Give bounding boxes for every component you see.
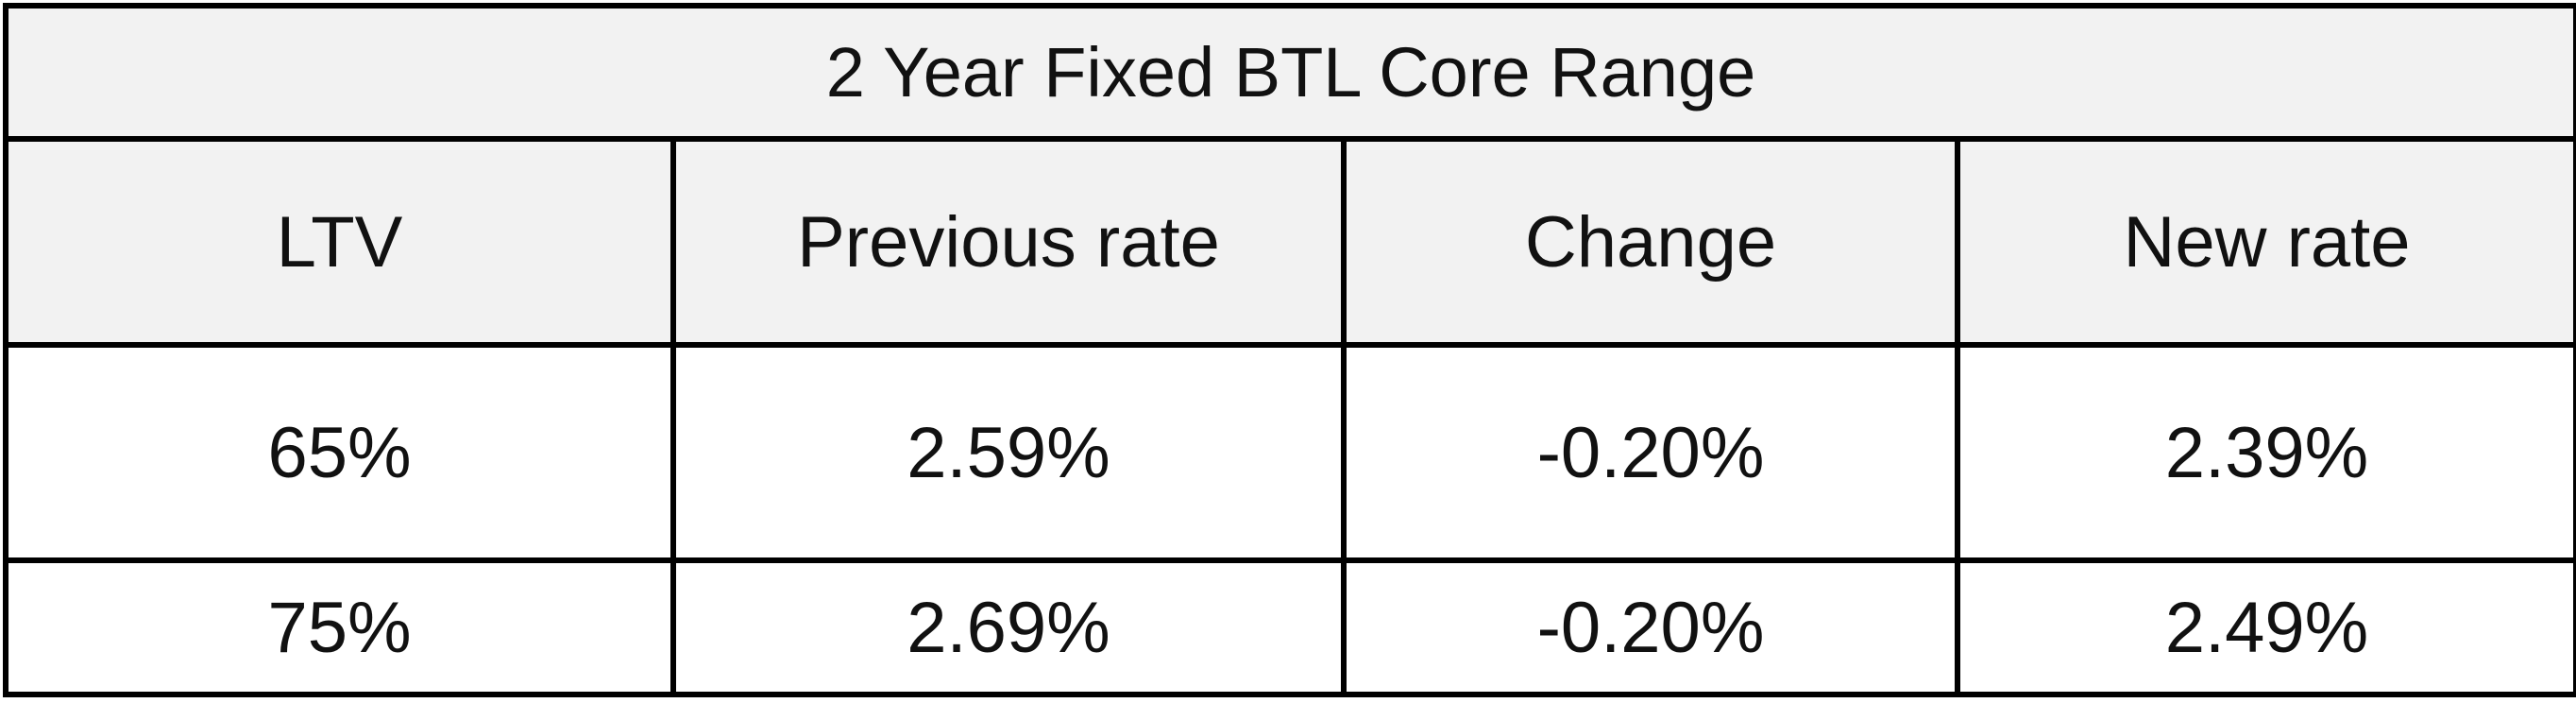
- table-header-row: LTV Previous rate Change New rate: [3, 136, 2576, 348]
- header-change: Change: [1341, 136, 1960, 348]
- ltv-cell: 75%: [3, 557, 676, 697]
- header-previous-rate: Previous rate: [670, 136, 1347, 348]
- change-cell: -0.20%: [1341, 557, 1960, 697]
- new-rate-cell: 2.49%: [1954, 557, 2576, 697]
- previous-rate-cell: 2.59%: [670, 342, 1347, 563]
- rate-change-table: 2 Year Fixed BTL Core Range LTV Previous…: [2, 3, 2576, 697]
- change-cell: -0.20%: [1341, 342, 1960, 563]
- table-title: 2 Year Fixed BTL Core Range: [2, 3, 2576, 142]
- new-rate-cell: 2.39%: [1954, 342, 2576, 563]
- ltv-cell: 65%: [3, 342, 676, 563]
- table-row: 75% 2.69% -0.20% 2.49%: [3, 557, 2576, 697]
- header-new-rate: New rate: [1954, 136, 2576, 348]
- table-title-row: 2 Year Fixed BTL Core Range: [2, 3, 2576, 142]
- table-row: 65% 2.59% -0.20% 2.39%: [3, 342, 2576, 563]
- previous-rate-cell: 2.69%: [670, 557, 1347, 697]
- header-ltv: LTV: [3, 136, 676, 348]
